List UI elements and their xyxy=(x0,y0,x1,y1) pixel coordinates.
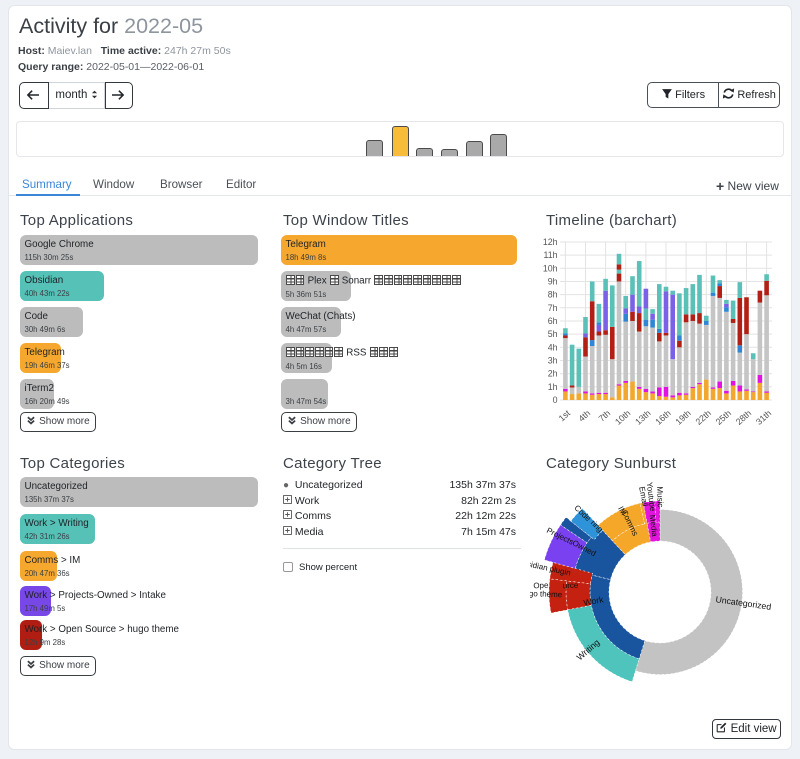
svg-text:IM: IM xyxy=(616,505,628,517)
svg-text:Ope: Ope xyxy=(533,581,549,591)
svg-text:8h: 8h xyxy=(548,290,558,300)
svg-text:1st: 1st xyxy=(557,408,573,424)
svg-text:5h: 5h xyxy=(548,329,558,339)
svg-text:16th: 16th xyxy=(653,408,672,427)
svg-text:9h: 9h xyxy=(548,277,558,287)
svg-text:11h: 11h xyxy=(543,250,557,260)
svg-text:25th: 25th xyxy=(714,408,733,427)
svg-text:3h: 3h xyxy=(548,356,558,366)
svg-text:31th: 31th xyxy=(754,408,773,427)
svg-text:4h: 4h xyxy=(548,342,558,352)
svg-text:0: 0 xyxy=(553,395,558,405)
svg-text:1h: 1h xyxy=(548,382,558,392)
svg-text:Media: Media xyxy=(648,514,660,537)
svg-text:hugo theme: hugo theme xyxy=(530,589,563,599)
svg-text:10th: 10th xyxy=(613,408,632,427)
svg-text:19th: 19th xyxy=(673,408,692,427)
svg-text:13th: 13th xyxy=(633,408,652,427)
svg-text:Email: Email xyxy=(637,486,650,508)
svg-text:7h: 7h xyxy=(548,303,558,313)
svg-text:12h: 12h xyxy=(543,237,558,247)
svg-text:6h: 6h xyxy=(548,316,558,326)
svg-text:7th: 7th xyxy=(597,408,613,424)
svg-text:urce: urce xyxy=(563,581,580,591)
svg-text:Youtube: Youtube xyxy=(645,482,658,512)
svg-text:Work: Work xyxy=(583,594,605,608)
svg-text:10h: 10h xyxy=(543,263,558,273)
svg-text:2h: 2h xyxy=(548,369,558,379)
svg-text:28th: 28th xyxy=(734,408,753,427)
svg-text:4th: 4th xyxy=(576,408,592,424)
svg-text:Music: Music xyxy=(655,486,665,507)
svg-text:22th: 22th xyxy=(694,408,713,427)
